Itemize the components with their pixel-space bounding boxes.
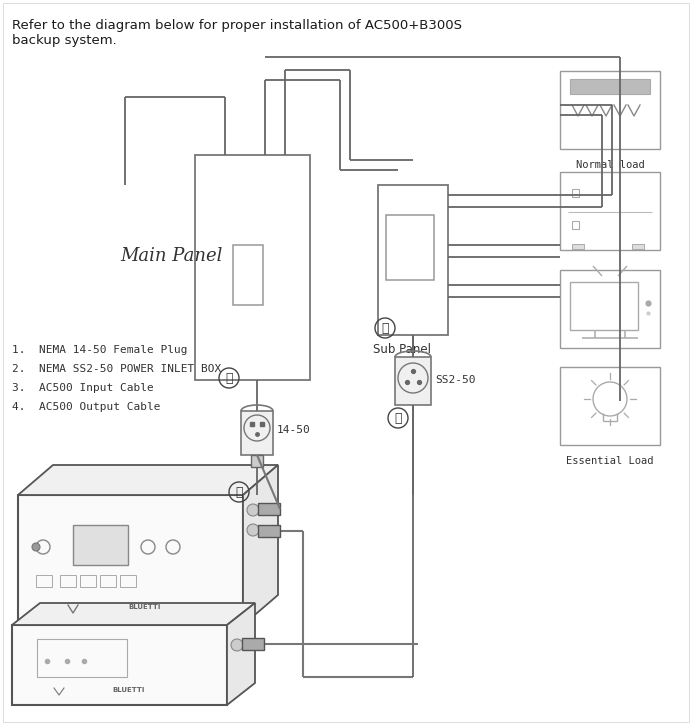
- Bar: [60, 575, 76, 587]
- Text: Essential Load: Essential Load: [566, 456, 654, 466]
- Bar: [251, 455, 263, 467]
- Bar: [120, 575, 136, 587]
- Bar: [241, 411, 273, 455]
- Polygon shape: [243, 465, 278, 625]
- Bar: [242, 638, 264, 650]
- Text: 1.  NEMA 14-50 Female Plug: 1. NEMA 14-50 Female Plug: [12, 345, 188, 355]
- Text: Sub Panel: Sub Panel: [373, 343, 431, 356]
- Bar: [634, 84, 646, 92]
- Bar: [233, 245, 263, 305]
- Circle shape: [247, 524, 259, 536]
- Text: Normal load: Normal load: [576, 160, 644, 170]
- Bar: [560, 71, 660, 149]
- Bar: [258, 503, 280, 515]
- Bar: [572, 189, 579, 197]
- Text: Refer to the diagram below for proper installation of AC500+B300S: Refer to the diagram below for proper in…: [12, 19, 462, 32]
- Bar: [570, 79, 650, 94]
- Text: 14-50: 14-50: [277, 425, 311, 435]
- Circle shape: [247, 504, 259, 516]
- Bar: [560, 172, 660, 250]
- Polygon shape: [227, 603, 255, 705]
- Circle shape: [231, 639, 243, 651]
- Text: 4.  AC500 Output Cable: 4. AC500 Output Cable: [12, 402, 161, 412]
- Bar: [100, 575, 116, 587]
- Text: 2.  NEMA SS2-50 POWER INLET BOX: 2. NEMA SS2-50 POWER INLET BOX: [12, 364, 221, 374]
- Polygon shape: [12, 603, 255, 625]
- Bar: [80, 575, 96, 587]
- Bar: [195, 155, 310, 380]
- Bar: [560, 367, 660, 445]
- Text: 3.  AC500 Input Cable: 3. AC500 Input Cable: [12, 383, 154, 393]
- Bar: [570, 282, 638, 330]
- Polygon shape: [18, 465, 278, 495]
- Bar: [386, 215, 434, 280]
- Bar: [12, 625, 227, 705]
- Bar: [73, 525, 128, 565]
- Text: Main Panel: Main Panel: [120, 247, 222, 265]
- Circle shape: [32, 543, 40, 551]
- Bar: [632, 244, 644, 249]
- Bar: [36, 575, 52, 587]
- Text: SS2-50: SS2-50: [435, 375, 475, 385]
- Text: backup system.: backup system.: [12, 34, 117, 47]
- Text: ③: ③: [235, 486, 243, 499]
- Bar: [572, 244, 584, 249]
- Bar: [37, 639, 127, 677]
- Bar: [560, 270, 660, 348]
- Bar: [572, 221, 579, 229]
- Text: BLUETTI: BLUETTI: [129, 604, 161, 610]
- Text: BLUETTI: BLUETTI: [113, 687, 145, 693]
- Bar: [258, 525, 280, 537]
- Text: ①: ①: [226, 371, 233, 384]
- Text: ②: ②: [381, 321, 389, 334]
- Bar: [18, 495, 243, 625]
- Text: ④: ④: [394, 412, 402, 425]
- Bar: [378, 185, 448, 335]
- Bar: [395, 357, 431, 405]
